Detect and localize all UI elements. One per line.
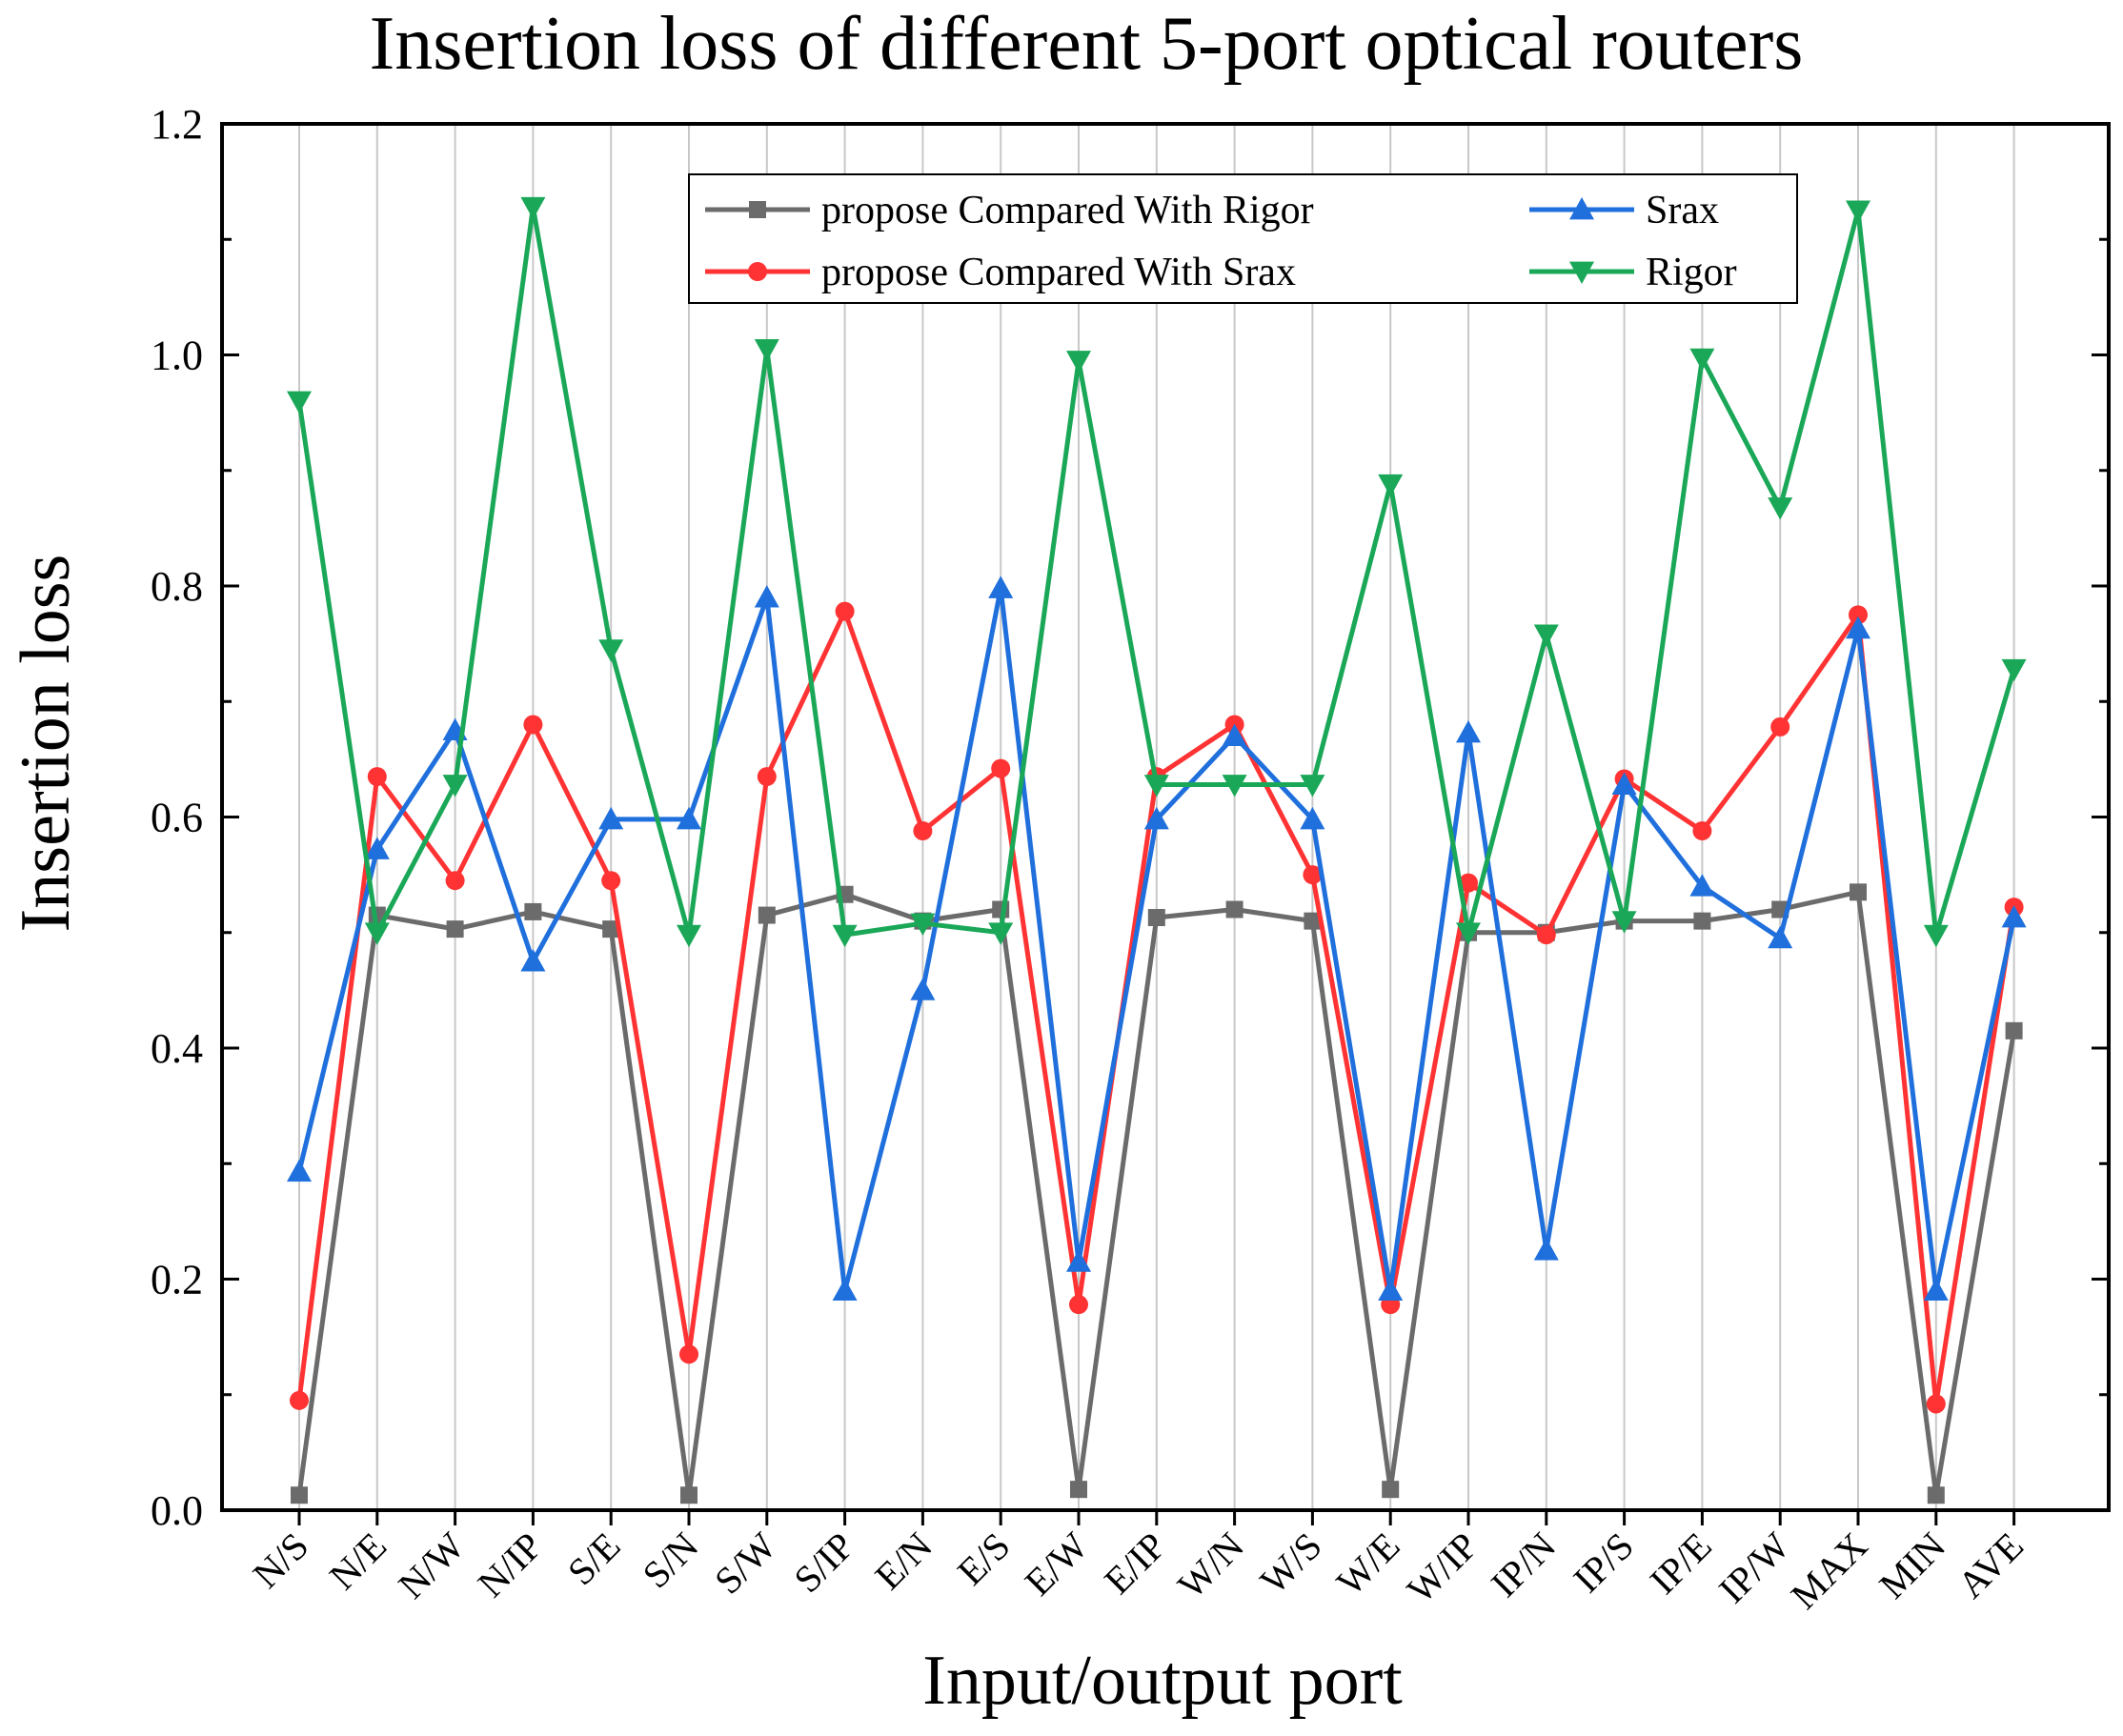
- x-tick-label: E/S: [949, 1524, 1019, 1594]
- y-tick-label: 1.2: [151, 101, 203, 148]
- data-point: [836, 602, 855, 621]
- axes: 0.0 0.2 0.4 0.6 0.8 1.0 1.2 N/S N/EN/WN/IP S/E S/N…: [151, 101, 2109, 1617]
- x-tick-label: IP/N: [1483, 1524, 1564, 1605]
- data-point: [1378, 1279, 1403, 1301]
- x-tick-label: S/W: [706, 1524, 784, 1602]
- data-point: [1768, 497, 1792, 519]
- data-point: [1148, 909, 1165, 926]
- legend-label: Rigor: [1646, 251, 1737, 294]
- data-point: [755, 585, 779, 607]
- data-point: [1382, 1481, 1399, 1498]
- x-tick-label: N/IP: [470, 1524, 551, 1605]
- y-tick-label: 0.2: [151, 1257, 203, 1303]
- data-point: [679, 1344, 698, 1363]
- x-tick-label: MIN: [1870, 1524, 1953, 1607]
- data-point: [1534, 1238, 1559, 1260]
- data-point: [910, 978, 935, 999]
- legend-swatch-marker: [748, 262, 767, 281]
- data-point: [1850, 883, 1867, 900]
- data-point: [1928, 1486, 1945, 1504]
- data-point: [913, 821, 932, 840]
- x-axis-label: Input/output port: [922, 1642, 1403, 1720]
- data-point: [1378, 474, 1403, 496]
- data-point: [520, 949, 545, 971]
- data-point: [833, 925, 858, 947]
- data-point: [365, 922, 390, 944]
- x-tick-label: E/W: [1017, 1524, 1097, 1604]
- x-tick-label: E/IP: [1096, 1524, 1174, 1603]
- y-tick-label: 0.6: [151, 795, 203, 841]
- data-point: [988, 575, 1013, 597]
- legend-swatch-marker: [749, 201, 766, 218]
- data-point: [2002, 659, 2027, 681]
- data-point: [755, 339, 779, 361]
- x-tick-label: S/IP: [785, 1524, 862, 1602]
- data-point: [1692, 821, 1711, 840]
- x-tick-label: W/E: [1328, 1524, 1408, 1605]
- x-tick-label: S/N: [635, 1524, 707, 1597]
- x-tick-label: N/E: [321, 1524, 394, 1598]
- x-tick-label: N/W: [390, 1524, 473, 1606]
- x-tick-label: S/E: [559, 1524, 629, 1594]
- x-tick-label: IP/S: [1565, 1524, 1642, 1602]
- data-point: [1846, 201, 1870, 223]
- x-tick-label: IP/E: [1642, 1524, 1720, 1603]
- data-point: [758, 767, 777, 786]
- y-axis-label: Insertion loss: [7, 555, 85, 933]
- data-point: [1924, 925, 1949, 947]
- data-point: [520, 197, 545, 219]
- legend-label: propose Compared With Rigor: [821, 189, 1314, 232]
- data-point: [290, 1391, 309, 1410]
- data-point: [680, 1486, 698, 1504]
- data-point: [1537, 925, 1556, 944]
- x-tick-label: W/S: [1252, 1524, 1330, 1603]
- y-tick-label: 0.4: [151, 1025, 203, 1072]
- data-point: [991, 759, 1010, 778]
- data-point: [368, 767, 387, 786]
- data-point: [1456, 720, 1481, 742]
- data-point: [1534, 625, 1559, 647]
- data-point: [601, 871, 620, 890]
- x-tick-label: W/IP: [1399, 1524, 1486, 1612]
- chart-title: Insertion loss of different 5-port optic…: [370, 2, 1804, 86]
- data-point: [1768, 926, 1792, 948]
- y-tick-label: 0.0: [151, 1487, 203, 1534]
- x-tick-label: E/N: [866, 1524, 940, 1598]
- x-tick-label: N/S: [245, 1524, 317, 1597]
- x-tick-label: IP/W: [1710, 1524, 1798, 1611]
- legend-label: Srax: [1646, 189, 1719, 232]
- data-point: [1226, 901, 1243, 918]
- data-point: [1066, 351, 1091, 373]
- legend: propose Compared With Rigor propose Compa…: [689, 174, 1797, 303]
- data-point: [833, 1279, 858, 1301]
- x-tick-label: W/N: [1169, 1524, 1252, 1607]
- data-point: [443, 775, 468, 797]
- data-point: [523, 716, 542, 735]
- data-point: [1069, 1295, 1088, 1314]
- data-point: [447, 920, 464, 938]
- y-tick-label: 1.0: [151, 333, 203, 379]
- x-tick-label: MAX: [1783, 1524, 1876, 1617]
- data-point: [758, 907, 776, 924]
- data-point: [1689, 349, 1714, 371]
- x-tick-label: AVE: [1950, 1524, 2032, 1606]
- data-point: [446, 871, 465, 890]
- data-point: [291, 1486, 308, 1504]
- data-point: [677, 925, 701, 947]
- y-tick-label: 0.8: [151, 563, 203, 610]
- data-point: [1693, 913, 1710, 930]
- data-point: [2006, 1022, 2023, 1040]
- data-point: [1070, 1481, 1087, 1498]
- data-point: [1770, 717, 1789, 737]
- data-point: [598, 639, 623, 661]
- data-point: [287, 392, 312, 414]
- data-point: [524, 903, 541, 920]
- data-point: [287, 1160, 312, 1181]
- data-point: [1927, 1394, 1946, 1413]
- legend-label: propose Compared With Srax: [821, 251, 1296, 294]
- data-point: [1924, 1279, 1949, 1301]
